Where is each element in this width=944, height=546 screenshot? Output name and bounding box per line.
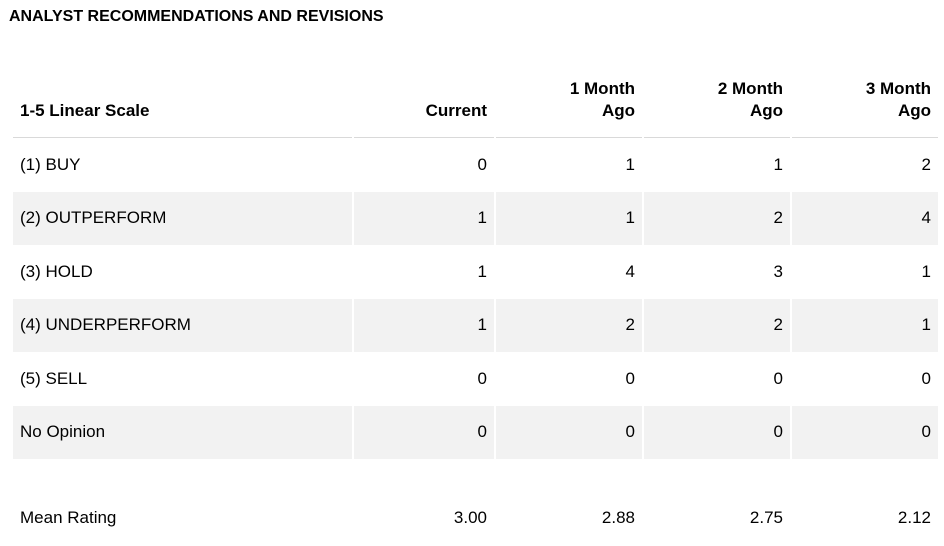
- cell-two-month: 0: [773, 368, 783, 388]
- header-row: 1-5 Linear Scale Current 1 Month Ago 2 M…: [13, 56, 938, 138]
- spacer-cell: [354, 459, 494, 490]
- row-label: (5) SELL: [20, 368, 88, 388]
- spacer-row: [13, 459, 938, 490]
- cell-one-month: 0: [625, 368, 635, 388]
- mean-current: 3.00: [453, 508, 487, 527]
- row-label: (4) UNDERPERFORM: [13, 298, 352, 352]
- header-two-month: 2 Month Ago: [644, 56, 790, 138]
- cell-two-month: 1: [773, 154, 783, 174]
- mean-two-month: 2.75: [749, 508, 783, 527]
- table-row: No Opinion 0 0 0 0: [13, 405, 938, 459]
- cell-three-month: 1: [792, 298, 938, 352]
- header-one-month-line1: 1 Month: [569, 79, 635, 98]
- header-three-month-line1: 3 Month: [865, 79, 931, 98]
- cell-current: 1: [354, 298, 494, 352]
- table-row: (3) HOLD 1 4 3 1: [13, 245, 938, 299]
- spacer-cell: [496, 459, 642, 490]
- header-three-month: 3 Month Ago: [792, 56, 938, 138]
- header-two-month-line2: Ago: [749, 101, 783, 120]
- cell-current: 1: [354, 191, 494, 245]
- row-label: No Opinion: [13, 405, 352, 459]
- spacer-cell: [13, 459, 352, 490]
- row-label: (2) OUTPERFORM: [13, 191, 352, 245]
- cell-current: 0: [354, 405, 494, 459]
- cell-one-month: 4: [625, 261, 635, 281]
- spacer-cell: [792, 459, 938, 490]
- cell-current: 1: [477, 261, 487, 281]
- mean-three-month: 2.12: [897, 508, 931, 527]
- table-row: (5) SELL 0 0 0 0: [13, 352, 938, 406]
- cell-current: 0: [477, 154, 487, 174]
- mean-one-month: 2.88: [601, 508, 635, 527]
- table-row: (1) BUY 0 1 1 2: [13, 138, 938, 192]
- row-label: (1) BUY: [20, 154, 81, 174]
- cell-one-month: 1: [496, 191, 642, 245]
- header-one-month-line2: Ago: [601, 101, 635, 120]
- cell-two-month: 2: [644, 191, 790, 245]
- cell-three-month: 0: [921, 368, 931, 388]
- recommendations-table: 1-5 Linear Scale Current 1 Month Ago 2 M…: [11, 56, 940, 546]
- header-three-month-line2: Ago: [897, 101, 931, 120]
- header-two-month-line1: 2 Month: [717, 79, 783, 98]
- cell-one-month: 2: [496, 298, 642, 352]
- cell-three-month: 1: [921, 261, 931, 281]
- cell-two-month: 3: [773, 261, 783, 281]
- cell-one-month: 1: [625, 154, 635, 174]
- row-label: (3) HOLD: [20, 261, 93, 281]
- spacer-cell: [644, 459, 790, 490]
- cell-three-month: 0: [792, 405, 938, 459]
- mean-rating-row: Mean Rating 3.00 2.88 2.75 2.12: [13, 490, 938, 546]
- table-row: (2) OUTPERFORM 1 1 2 4: [13, 191, 938, 245]
- cell-three-month: 2: [921, 154, 931, 174]
- header-current: Current: [354, 56, 494, 138]
- header-one-month: 1 Month Ago: [496, 56, 642, 138]
- cell-three-month: 4: [792, 191, 938, 245]
- page-title: ANALYST RECOMMENDATIONS AND REVISIONS: [9, 8, 384, 25]
- table-row: (4) UNDERPERFORM 1 2 2 1: [13, 298, 938, 352]
- cell-one-month: 0: [496, 405, 642, 459]
- cell-current: 0: [477, 368, 487, 388]
- mean-rating-label: Mean Rating: [20, 508, 117, 527]
- cell-two-month: 0: [644, 405, 790, 459]
- header-scale: 1-5 Linear Scale: [13, 56, 352, 138]
- cell-two-month: 2: [644, 298, 790, 352]
